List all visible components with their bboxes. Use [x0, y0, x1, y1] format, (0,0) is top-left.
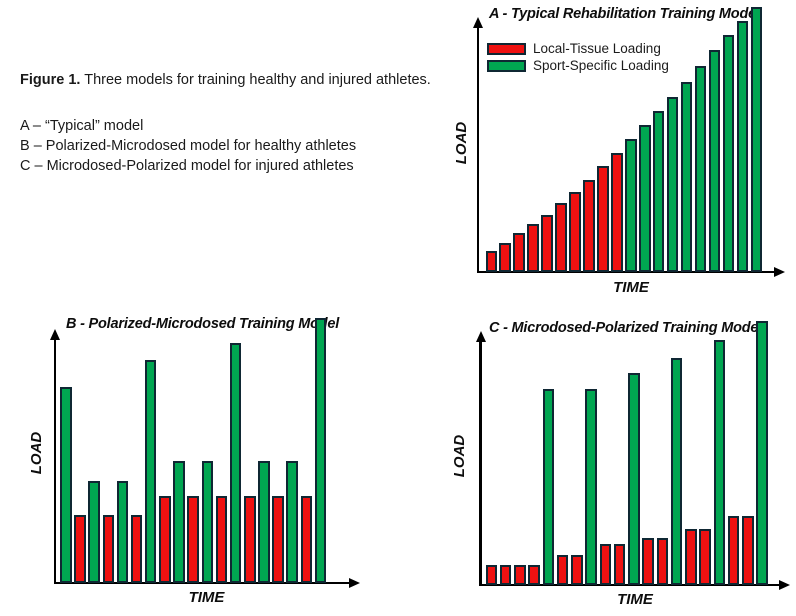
chart-a-x-axis-arrow-icon: [774, 267, 785, 277]
bar-local-tissue: [611, 153, 623, 272]
chart-c-title: C - Microdosed-Polarized Training Model: [489, 320, 763, 336]
bar-sport-specific: [88, 481, 100, 583]
bar-local-tissue: [485, 565, 498, 585]
chart-a-y-axis: [476, 27, 480, 272]
bar-local-tissue: [513, 233, 525, 272]
chart-b-time-label: TIME: [188, 589, 225, 606]
bar-sport-specific: [680, 82, 693, 272]
bar-local-tissue: [597, 166, 609, 272]
legend-label-sport-specific: Sport-Specific Loading: [533, 58, 669, 73]
bar-sport-specific: [652, 111, 665, 272]
chart-c-y-axis: [479, 341, 482, 585]
bar-sport-specific: [116, 481, 129, 583]
caption-paragraph: Figure 1. Three models for training heal…: [20, 70, 434, 90]
bar-sport-specific: [314, 318, 327, 583]
bar-sport-specific: [722, 35, 735, 272]
chart-c-x-axis-arrow-icon: [779, 580, 790, 590]
caption-label: Figure 1.: [20, 72, 81, 88]
bar-local-tissue: [187, 496, 199, 583]
bar-sport-specific: [670, 358, 683, 585]
bar-sport-specific: [666, 97, 679, 272]
chart-b-title: B - Polarized-Microdosed Training Model: [66, 316, 340, 332]
bar-local-tissue: [102, 515, 115, 583]
bar-local-tissue: [74, 515, 86, 583]
bar-sport-specific: [201, 461, 214, 583]
bar-local-tissue: [499, 243, 511, 272]
bar-sport-specific: [60, 387, 72, 583]
bar-sport-specific: [756, 321, 768, 585]
chart-c-load-label: LOAD: [451, 434, 468, 478]
chart-a-title: A - Typical Rehabilitation Training Mode…: [489, 6, 760, 22]
bar-local-tissue: [541, 215, 553, 272]
chart-a-y-axis-arrow-icon: [473, 17, 483, 28]
caption-model-b: B – Polarized-Microdosed model for healt…: [20, 138, 357, 154]
bar-local-tissue: [272, 496, 284, 583]
bar-local-tissue: [569, 192, 581, 272]
legend-label-local-tissue: Local-Tissue Loading: [533, 41, 661, 56]
bar-local-tissue: [699, 529, 711, 585]
legend-swatch-local-tissue: [487, 43, 526, 55]
bar-local-tissue: [485, 251, 497, 272]
bar-sport-specific: [750, 7, 762, 272]
chart-b-x-axis-arrow-icon: [349, 578, 360, 588]
bar-local-tissue: [499, 565, 512, 585]
bar-sport-specific: [628, 373, 640, 585]
chart-c-y-axis-arrow-icon: [475, 331, 486, 342]
bar-local-tissue: [300, 496, 313, 583]
bar-local-tissue: [555, 203, 567, 272]
bar-sport-specific: [625, 139, 637, 272]
caption-model-a: A – “Typical” model: [20, 118, 144, 134]
bar-local-tissue: [583, 180, 595, 272]
bar-sport-specific: [639, 125, 651, 272]
legend-swatch-sport-specific: [487, 60, 526, 72]
chart-c-time-label: TIME: [617, 591, 653, 608]
bar-local-tissue: [742, 516, 754, 585]
bar-sport-specific: [258, 461, 270, 583]
bar-sport-specific: [694, 66, 707, 272]
bar-local-tissue: [244, 496, 256, 583]
bar-sport-specific: [542, 389, 555, 585]
bar-local-tissue: [599, 544, 612, 585]
bar-sport-specific: [585, 389, 597, 585]
bar-local-tissue: [514, 565, 526, 585]
bar-local-tissue: [528, 565, 540, 585]
bar-sport-specific: [708, 50, 721, 272]
bar-local-tissue: [642, 538, 654, 585]
bar-sport-specific: [144, 360, 157, 583]
bar-local-tissue: [130, 515, 143, 583]
bar-local-tissue: [727, 516, 740, 585]
bar-sport-specific: [286, 461, 298, 583]
figure-caption: Figure 1. Three models for training heal…: [20, 70, 434, 176]
chart-a-time-label: TIME: [613, 279, 649, 296]
bar-local-tissue: [159, 496, 171, 583]
caption-model-c: C – Microdosed-Polarized model for injur…: [20, 158, 354, 174]
chart-b-y-axis: [53, 339, 57, 583]
bar-local-tissue: [215, 496, 228, 583]
chart-b-y-axis-arrow-icon: [50, 329, 60, 340]
bar-local-tissue: [613, 544, 626, 585]
bar-local-tissue: [556, 555, 569, 585]
caption-text: Three models for training healthy and in…: [84, 72, 431, 88]
bar-local-tissue: [685, 529, 697, 585]
bar-sport-specific: [713, 340, 726, 585]
bar-sport-specific: [173, 461, 185, 583]
bar-local-tissue: [527, 224, 539, 272]
bar-sport-specific: [736, 21, 749, 272]
bar-local-tissue: [571, 555, 583, 585]
bar-local-tissue: [656, 538, 669, 585]
bar-sport-specific: [229, 343, 242, 583]
